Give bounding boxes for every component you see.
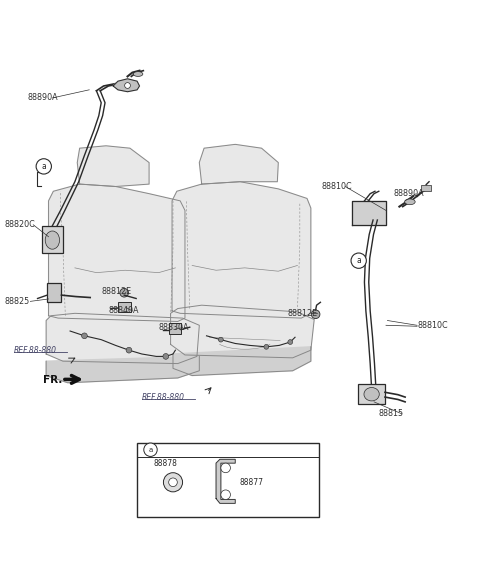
Text: 88812E: 88812E	[288, 309, 318, 318]
Bar	[118, 302, 132, 312]
Ellipse shape	[405, 199, 415, 205]
Ellipse shape	[45, 231, 60, 249]
Circle shape	[351, 253, 366, 268]
Bar	[358, 384, 385, 404]
Text: 88820C: 88820C	[4, 220, 35, 229]
Circle shape	[120, 289, 129, 297]
Circle shape	[168, 478, 177, 487]
Circle shape	[221, 490, 230, 499]
Text: 88878: 88878	[154, 459, 178, 468]
Circle shape	[125, 83, 131, 88]
Circle shape	[144, 443, 157, 456]
Text: REF.88-880: REF.88-880	[14, 346, 57, 355]
Text: a: a	[41, 162, 46, 171]
Polygon shape	[216, 459, 235, 503]
Circle shape	[221, 463, 230, 473]
Text: 88812E: 88812E	[101, 287, 132, 296]
Text: 88815: 88815	[379, 409, 404, 418]
Text: a: a	[148, 447, 153, 453]
Text: 88810C: 88810C	[417, 321, 448, 330]
Polygon shape	[172, 182, 311, 318]
Polygon shape	[48, 184, 185, 321]
Polygon shape	[352, 201, 386, 225]
Text: REF.88-880: REF.88-880	[142, 393, 185, 402]
Circle shape	[312, 310, 320, 319]
Circle shape	[218, 338, 223, 342]
Polygon shape	[113, 79, 140, 92]
Polygon shape	[170, 305, 314, 358]
Polygon shape	[199, 145, 278, 184]
Circle shape	[288, 340, 293, 344]
Text: 88890A: 88890A	[393, 189, 424, 198]
Polygon shape	[46, 356, 199, 383]
Text: 88830A: 88830A	[158, 323, 189, 332]
Text: 88890A: 88890A	[27, 94, 58, 102]
Text: 88840A: 88840A	[108, 307, 139, 316]
Circle shape	[36, 159, 51, 174]
Polygon shape	[46, 313, 199, 363]
FancyArrowPatch shape	[209, 338, 280, 340]
Text: 88810C: 88810C	[322, 182, 352, 191]
Circle shape	[163, 354, 168, 359]
Ellipse shape	[364, 387, 379, 401]
Ellipse shape	[133, 72, 143, 76]
Bar	[47, 283, 61, 302]
Text: 88825: 88825	[4, 297, 30, 306]
Circle shape	[163, 473, 182, 492]
Bar	[421, 185, 432, 191]
Circle shape	[264, 344, 269, 349]
Bar	[169, 323, 181, 334]
Circle shape	[126, 347, 132, 353]
Text: FR.: FR.	[43, 375, 62, 385]
Bar	[42, 226, 63, 254]
Bar	[137, 443, 319, 517]
Text: a: a	[356, 256, 361, 265]
Polygon shape	[173, 347, 311, 375]
Circle shape	[82, 333, 87, 339]
Text: 88877: 88877	[240, 478, 264, 487]
Polygon shape	[77, 146, 149, 187]
